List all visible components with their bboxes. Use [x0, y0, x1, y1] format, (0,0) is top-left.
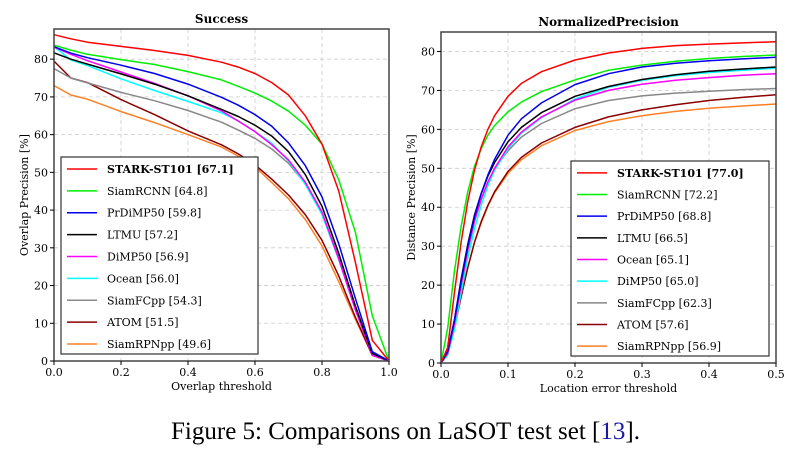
- x-tick-label: 0.0: [45, 366, 63, 379]
- y-tick-label: 30: [421, 240, 435, 253]
- plot-frame: [440, 31, 777, 364]
- y-tick-label: 20: [34, 280, 48, 293]
- legend-label: LTMU [57.2]: [107, 229, 178, 242]
- y-tick-label: 70: [34, 91, 48, 104]
- legend: STARK-ST101 [77.0] SiamRCNN [72.2] PrDiMP5…: [570, 160, 770, 357]
- legend-label: PrDiMP50 [59.8]: [107, 207, 201, 220]
- caption-citation-link[interactable]: 13: [600, 418, 626, 445]
- legend: STARK-ST101 [67.1] SiamRCNN [64.8] PrDiMP5…: [60, 156, 259, 355]
- legend-label: DiMP50 [56.9]: [107, 251, 189, 264]
- figure-caption: Figure 5: Comparisons on LaSOT test set …: [0, 418, 811, 446]
- legend-label: Ocean [56.0]: [107, 272, 179, 285]
- series-line-prdimp50: [440, 56, 777, 364]
- series-line-ltmu: [53, 52, 390, 362]
- chart-title: NormalizedPrecision: [538, 15, 679, 29]
- y-tick-label: 70: [421, 84, 435, 97]
- caption-text: Figure 5: Comparisons on LaSOT test set …: [171, 418, 601, 445]
- legend-label: SiamRCNN [72.2]: [617, 189, 718, 202]
- y-tick-label: 10: [421, 318, 435, 331]
- legend-box: [60, 156, 259, 355]
- caption-end: ].: [625, 418, 640, 445]
- x-tick-label: 0.6: [246, 366, 264, 379]
- legend-label: SiamRCNN [64.8]: [107, 185, 208, 198]
- plot-frame: [53, 28, 390, 362]
- legend-label: SiamRPNpp [56.9]: [617, 340, 721, 353]
- x-tick-label: 0.1: [499, 368, 517, 381]
- legend-label: DiMP50 [65.0]: [617, 275, 699, 288]
- legend-label: SiamFCpp [54.3]: [107, 294, 202, 307]
- legend-label: STARK-ST101 [67.1]: [107, 163, 234, 176]
- x-tick-label: 0.4: [700, 368, 718, 381]
- series-line-dimp50: [53, 46, 390, 362]
- x-tick-label: 0.3: [633, 368, 651, 381]
- chart-success: 0.0 0.2 0.4 0.6 0.8 1.0 0 10 20 30 40 50 60 70 80 Succe…: [18, 12, 398, 393]
- y-tick-label: 20: [421, 279, 435, 292]
- legend-label: ATOM [57.6]: [616, 319, 689, 332]
- x-tick-label: 0.0: [432, 368, 450, 381]
- legend-label: LTMU [66.5]: [617, 232, 688, 245]
- series-line-prdimp50: [53, 45, 390, 362]
- x-tick-label: 0.2: [566, 368, 584, 381]
- x-axis-label: Overlap threshold: [171, 380, 272, 393]
- y-axis-label: Overlap Precision [%]: [18, 134, 31, 256]
- x-tick-label: 0.8: [313, 366, 331, 379]
- legend-label: SiamRPNpp [49.6]: [107, 338, 211, 351]
- y-tick-label: 80: [34, 53, 48, 66]
- legend-label: STARK-ST101 [77.0]: [617, 167, 744, 180]
- legend-label: Ocean [65.1]: [617, 254, 689, 267]
- series-line-siamrcnn: [53, 44, 390, 362]
- y-tick-label: 40: [34, 204, 48, 217]
- x-tick-label: 0.5: [767, 368, 785, 381]
- x-tick-label: 0.2: [112, 366, 130, 379]
- series-line-stark-st101: [440, 40, 777, 364]
- y-tick-label: 0: [428, 357, 435, 370]
- x-tick-label: 1.0: [380, 366, 398, 379]
- legend-label: ATOM [51.5]: [106, 316, 179, 329]
- y-tick-label: 50: [421, 162, 435, 175]
- y-tick-label: 10: [34, 317, 48, 330]
- y-tick-label: 60: [34, 129, 48, 142]
- legend-box: [570, 160, 770, 357]
- y-axis-label: Distance Precision [%]: [405, 134, 418, 260]
- x-tick-label: 0.4: [179, 366, 197, 379]
- legend-label: PrDiMP50 [68.8]: [617, 210, 711, 223]
- y-tick-label: 0: [41, 355, 48, 368]
- series-line-siamrcnn: [440, 54, 777, 364]
- y-tick-label: 50: [34, 166, 48, 179]
- chart-normalized-precision: 0.0 0.1 0.2 0.3 0.4 0.5 0 10 20 30 40 50 60 70 80 Norma…: [405, 15, 785, 395]
- y-tick-label: 40: [421, 201, 435, 214]
- chart-title: Success: [195, 12, 248, 26]
- y-tick-label: 80: [421, 45, 435, 58]
- y-tick-label: 60: [421, 123, 435, 136]
- legend-label: SiamFCpp [62.3]: [617, 297, 712, 310]
- series-line-dimp50: [440, 67, 777, 364]
- x-axis-label: Location error threshold: [540, 382, 677, 395]
- series-line-stark-st101: [53, 33, 390, 362]
- y-tick-label: 30: [34, 242, 48, 255]
